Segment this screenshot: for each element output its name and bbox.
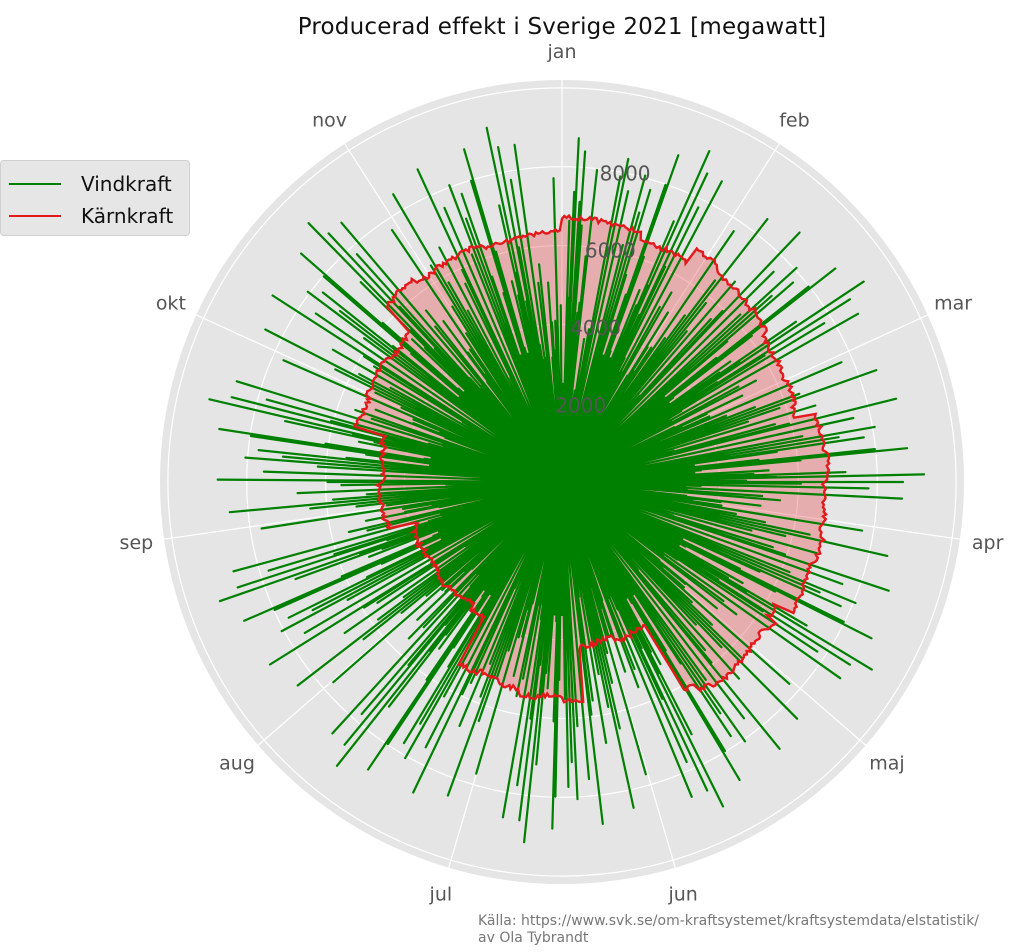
angular-label-jan: jan — [547, 41, 577, 63]
legend-entry-karnkraft: Kärnkraft — [9, 201, 173, 231]
angular-label-jul: jul — [429, 884, 453, 906]
legend-label-karnkraft: Kärnkraft — [81, 204, 174, 228]
legend-line-karnkraft — [9, 215, 61, 217]
legend-entry-vindkraft: Vindkraft — [9, 169, 172, 199]
legend-line-vindkraft — [9, 183, 61, 185]
vindkraft-line — [208, 126, 926, 844]
legend: Vindkraft Kärnkraft — [0, 160, 190, 236]
source-line-url: Källa: https://www.svk.se/om-kraftsystem… — [478, 913, 980, 929]
radial-tick-label-8000: 8000 — [600, 161, 651, 185]
angular-label-nov: nov — [312, 109, 347, 131]
source-note: Källa: https://www.svk.se/om-kraftsystem… — [478, 913, 979, 947]
legend-label-vindkraft: Vindkraft — [81, 172, 172, 196]
angular-label-okt: okt — [156, 292, 186, 314]
angular-label-sep: sep — [120, 532, 154, 554]
source-line-author: av Ola Tybrandt — [478, 930, 589, 946]
angular-label-maj: maj — [869, 753, 904, 775]
angular-label-aug: aug — [219, 753, 255, 775]
karnkraft-line — [352, 213, 831, 704]
radial-tick-label-6000: 6000 — [585, 239, 636, 263]
radial-tick-label-2000: 2000 — [555, 394, 606, 418]
angular-label-mar: mar — [934, 292, 972, 314]
angular-label-apr: apr — [972, 532, 1004, 554]
radial-tick-label-4000: 4000 — [570, 316, 621, 340]
angular-label-jun: jun — [667, 884, 697, 906]
chart-title: Producerad effekt i Sverige 2021 [megawa… — [297, 14, 827, 40]
angular-label-feb: feb — [779, 109, 809, 131]
